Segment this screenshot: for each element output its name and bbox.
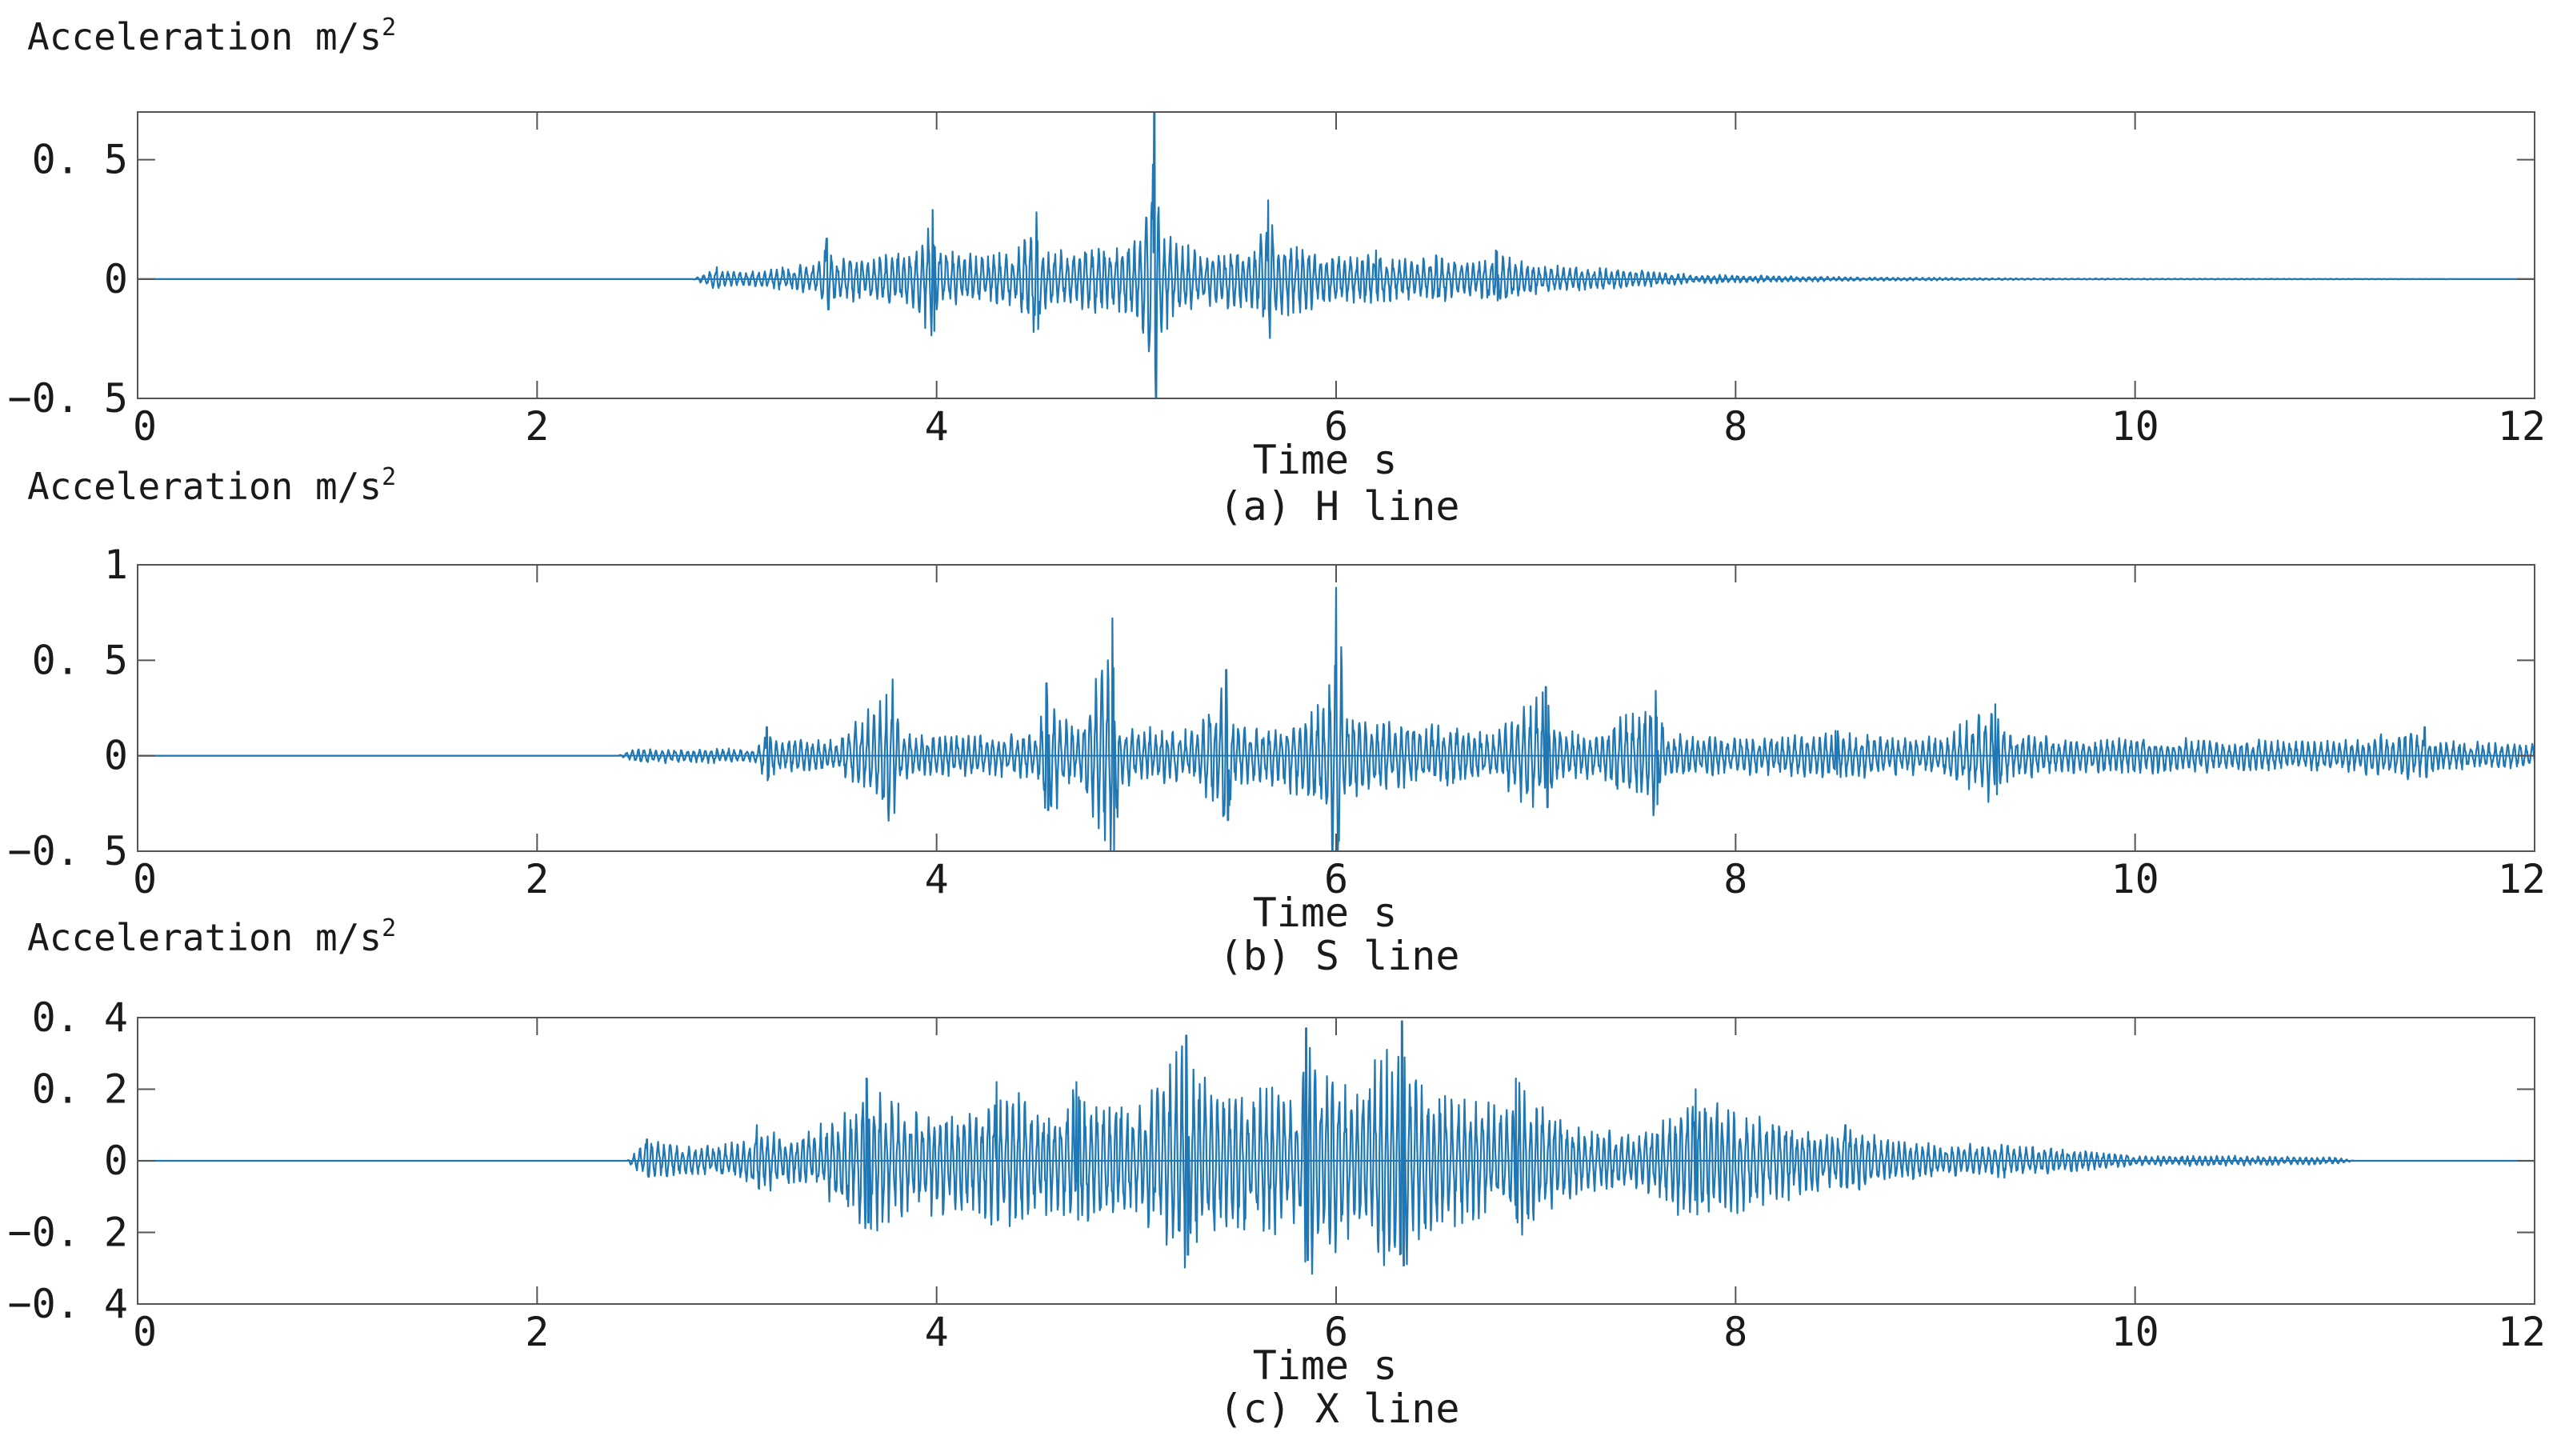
x-tick-label: 0 [133,1309,157,1355]
panel-caption: (b) S line [1218,933,1459,979]
chart-panel-1: Acceleration m/s20 2 4 6 8 10 12−0. 500. 5Time… [7,14,2546,530]
panel-caption: (a) H line [1218,483,1459,530]
y-axis-label-superscript: 2 [382,463,396,491]
x-tick-label: 8 [1723,403,1747,450]
x-tick-label: 12 [2498,1309,2546,1355]
y-tick-label: 0 [104,1138,128,1184]
x-tick-label: 6 [1324,403,1348,450]
y-tick-label: 0. 5 [32,637,128,683]
acceleration-trace [137,586,2536,853]
panel-caption: (c) X line [1218,1386,1459,1432]
x-axis-label: Time s [1253,890,1398,936]
x-tick-label: 10 [2111,403,2159,450]
x-axis-label: Time s [1253,437,1398,483]
x-tick-label: 8 [1723,856,1747,902]
y-axis-label: Acceleration m/s2 [27,463,396,508]
y-tick-label: 0 [104,733,128,779]
acceleration-trace [137,110,2535,400]
x-tick-label: 0 [133,856,157,902]
y-tick-label: 0. 2 [32,1066,128,1113]
y-axis-label: Acceleration m/s2 [27,14,396,58]
y-tick-label: 0 [104,256,128,302]
y-tick-label: −0. 5 [7,375,128,422]
y-tick-label: −0. 4 [7,1281,128,1327]
x-tick-label: 2 [525,1309,549,1355]
x-tick-label: 0 [133,403,157,450]
x-tick-label: 4 [925,1309,949,1355]
x-tick-label: 4 [925,403,949,450]
x-tick-label: 6 [1324,1309,1348,1355]
y-tick-label: −0. 2 [7,1210,128,1256]
y-tick-label: 0. 5 [32,137,128,183]
y-tick-label: −0. 5 [7,828,128,874]
x-tick-label: 6 [1324,856,1348,902]
chart-panel-3: Acceleration m/s2 0 2 4 6 8 10 12 −0. 4 −0. 2 0 0. … [7,914,2546,1432]
y-tick-label: 0. 4 [32,994,128,1041]
y-axis-label: Acceleration m/s2 [27,914,396,959]
x-tick-label: 10 [2111,1309,2159,1355]
x-tick-label: 12 [2498,856,2546,902]
x-axis-label: Time s [1253,1342,1398,1389]
y-axis-label-superscript: 2 [382,14,396,42]
x-tick-label: 2 [525,856,549,902]
chart-panel-2: Acceleration m/s20 2 4 6 8 10 12−0. 500. 51Tim… [7,463,2546,979]
plot-frame [137,111,2535,399]
x-tick-label: 4 [925,856,949,902]
x-tick-label: 10 [2111,856,2159,902]
x-tick-label: 8 [1723,1309,1747,1355]
y-tick-label: 1 [104,542,128,588]
x-tick-label: 12 [2498,403,2546,450]
acceleration-trace [137,1020,2535,1275]
y-axis-label-superscript: 2 [382,914,396,942]
x-tick-label: 2 [525,403,549,450]
